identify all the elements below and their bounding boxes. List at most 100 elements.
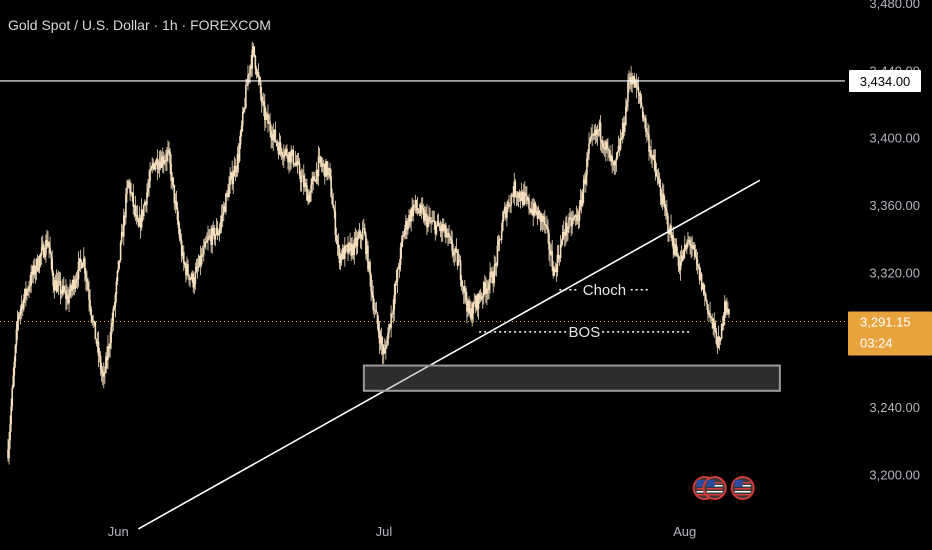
candle-body [76, 279, 79, 281]
candle-body [160, 156, 163, 168]
candle-body [48, 241, 50, 248]
candle-body [647, 132, 649, 135]
candle-body [122, 215, 125, 237]
candle-body [74, 282, 77, 289]
candle-body [206, 240, 208, 243]
candle-body [305, 183, 307, 186]
candle-body [53, 286, 56, 291]
candle-body [307, 194, 309, 201]
candle-body [232, 176, 235, 185]
candle-body [668, 231, 670, 235]
candle-body [505, 207, 507, 218]
time-tick-jul: Jul [376, 524, 393, 539]
candle-body [261, 101, 264, 103]
candle-body [535, 210, 538, 213]
candle-body [607, 147, 609, 150]
candle-body [683, 244, 686, 250]
candle-body [450, 237, 452, 241]
candle-body [493, 266, 496, 283]
candle-body [198, 255, 201, 266]
candle-body [636, 87, 639, 89]
candle-body [73, 279, 76, 289]
candle-body [189, 277, 191, 280]
candle-body [242, 108, 245, 112]
candle-body [350, 243, 352, 256]
candle-body [618, 145, 621, 150]
candle-body [106, 356, 108, 361]
candle-body [547, 227, 549, 234]
candle-body [264, 105, 266, 121]
candle-body [496, 245, 499, 265]
candle-body [722, 314, 725, 326]
candle-body [415, 200, 418, 209]
candle-body [390, 313, 392, 328]
candle-body [421, 207, 424, 210]
candle-body [212, 227, 215, 229]
candle-body [99, 355, 102, 370]
candle-body [355, 238, 358, 247]
candle-body [112, 308, 115, 324]
candle-body [208, 235, 210, 238]
candle-body [129, 182, 131, 194]
candle-body [158, 161, 161, 169]
candle-body [110, 326, 112, 343]
candle-body [251, 49, 253, 69]
candle-body [445, 224, 447, 237]
candle-body [281, 155, 284, 158]
candle-body [469, 308, 471, 314]
candle-body [188, 274, 190, 280]
candle-body [249, 65, 251, 74]
candle-body [354, 238, 357, 240]
candle-body [542, 216, 545, 222]
candle-body [374, 310, 377, 312]
candle-body [411, 208, 413, 217]
candle-body [466, 300, 468, 312]
candle-body [646, 131, 648, 133]
candle-body [54, 280, 57, 291]
candle-body [388, 324, 390, 333]
candle-body [200, 254, 203, 265]
candle-body [30, 272, 32, 286]
candle-body [700, 273, 703, 290]
candle-body [126, 187, 128, 195]
candle-body [442, 228, 445, 231]
candle-body [317, 156, 320, 177]
candle-body [409, 215, 411, 222]
candle-body [52, 272, 55, 287]
candle-body [640, 102, 643, 108]
candle-body [545, 224, 547, 226]
time-tick-aug: Aug [673, 524, 696, 539]
candle-body [567, 228, 569, 233]
candle-body [699, 273, 702, 280]
candle-body [296, 161, 299, 166]
candle-body [273, 129, 276, 134]
candle-body [257, 72, 260, 78]
candle-body [35, 259, 38, 271]
candles-layer [7, 41, 730, 465]
candle-body [686, 242, 688, 250]
candle-body [449, 237, 451, 238]
candle-body [28, 286, 30, 291]
candle-body [279, 142, 282, 150]
candle-body [474, 303, 477, 308]
candle-body [175, 200, 178, 208]
candle-body [87, 282, 89, 291]
candle-body [47, 241, 49, 247]
candle-body [372, 295, 375, 310]
candle-body [245, 85, 247, 108]
candle-body [464, 288, 466, 293]
price-tick-label: 3,360.00 [869, 198, 920, 213]
candle-body [21, 303, 24, 310]
candle-body [727, 308, 729, 313]
candle-body [614, 160, 617, 166]
candle-body [391, 313, 393, 315]
candle-body [49, 247, 51, 254]
candle-body [308, 194, 310, 202]
candle-body [221, 213, 224, 216]
candle-body [709, 312, 711, 317]
candle-body [606, 141, 608, 148]
candle-body [429, 217, 431, 222]
candle-body [357, 236, 360, 238]
candle-body [356, 237, 359, 247]
